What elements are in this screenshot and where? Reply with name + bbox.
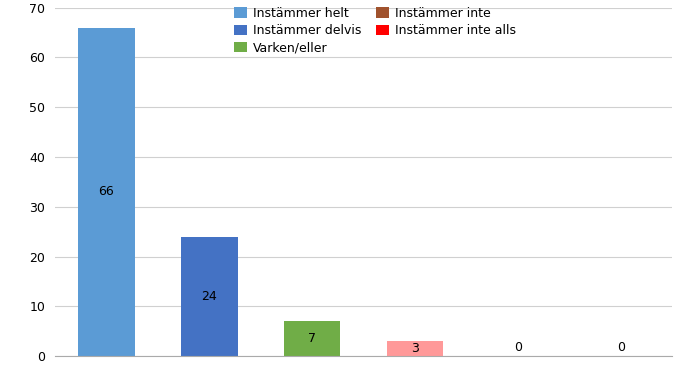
- Bar: [284, 321, 340, 356]
- Text: 7: 7: [308, 332, 316, 345]
- Text: 3: 3: [411, 342, 419, 355]
- Text: 0: 0: [514, 341, 522, 354]
- Text: 0: 0: [617, 341, 625, 354]
- Bar: [181, 237, 237, 356]
- Legend: Instämmer helt, Instämmer delvis, Varken/eller, Instämmer inte, Instämmer inte a: Instämmer helt, Instämmer delvis, Varken…: [234, 7, 516, 55]
- Text: 24: 24: [202, 290, 217, 303]
- Text: 66: 66: [99, 185, 114, 198]
- Bar: [387, 341, 443, 356]
- Bar: [78, 28, 134, 356]
